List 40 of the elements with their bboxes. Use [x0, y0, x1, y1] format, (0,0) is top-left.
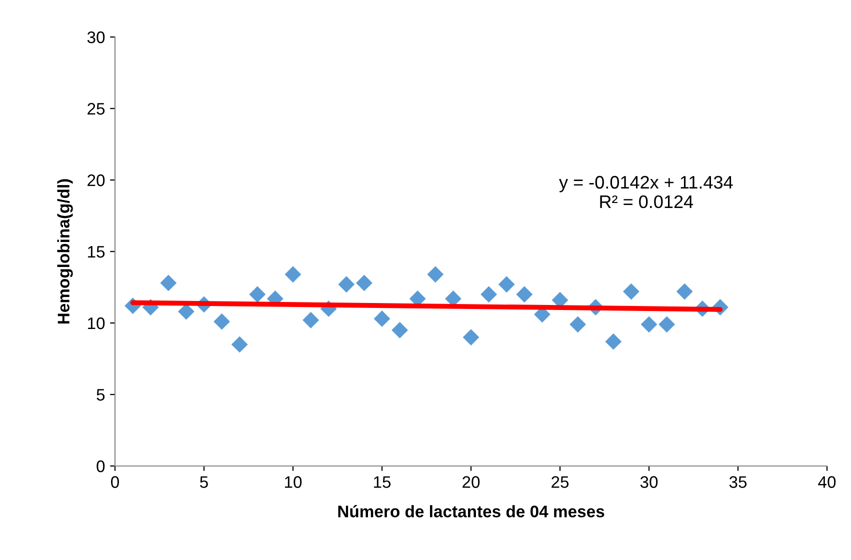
- y-tick-label: 30: [87, 31, 105, 44]
- point: [427, 266, 444, 283]
- point: [231, 336, 248, 353]
- y-tick-label: 20: [88, 174, 105, 186]
- y-axis-title: Hemoglobina(g/dl): [57, 179, 73, 324]
- point: [374, 310, 390, 327]
- point: [214, 313, 230, 330]
- point: [640, 316, 658, 333]
- point: [480, 286, 498, 303]
- y-tick-label: 5: [96, 389, 105, 401]
- x-tick-label: 20: [462, 476, 480, 488]
- point: [570, 316, 586, 333]
- point: [338, 276, 355, 293]
- annotation: y = -0.0142x + 11.434 R² = 0.0124: [559, 176, 733, 208]
- point: [676, 283, 693, 300]
- y-tick-label: 25: [88, 102, 105, 115]
- y-tick-label: 0: [96, 460, 105, 472]
- x-tick-label: 25: [552, 476, 569, 488]
- point: [516, 286, 533, 303]
- point: [284, 266, 302, 283]
- point: [658, 316, 676, 333]
- x-tick-label: 5: [200, 476, 208, 488]
- y-tick-label: 15: [88, 246, 105, 258]
- x-tick-label: 30: [640, 476, 658, 488]
- point: [462, 329, 480, 346]
- point: [605, 333, 622, 350]
- x-tick-label: 15: [374, 476, 391, 488]
- point: [392, 322, 408, 338]
- x-tick-label: 35: [729, 476, 747, 488]
- x-axis-title: Número de lactantes de 04 meses: [338, 505, 604, 518]
- point: [302, 312, 320, 328]
- x-tick-label: 40: [818, 476, 836, 488]
- point: [160, 274, 177, 292]
- point: [249, 286, 266, 303]
- x-tick-label: 0: [111, 476, 119, 488]
- point: [356, 274, 372, 292]
- x-tick-label: 10: [285, 476, 302, 488]
- point: [622, 283, 640, 300]
- point: [498, 276, 515, 293]
- y-tick-label: 10: [88, 317, 105, 330]
